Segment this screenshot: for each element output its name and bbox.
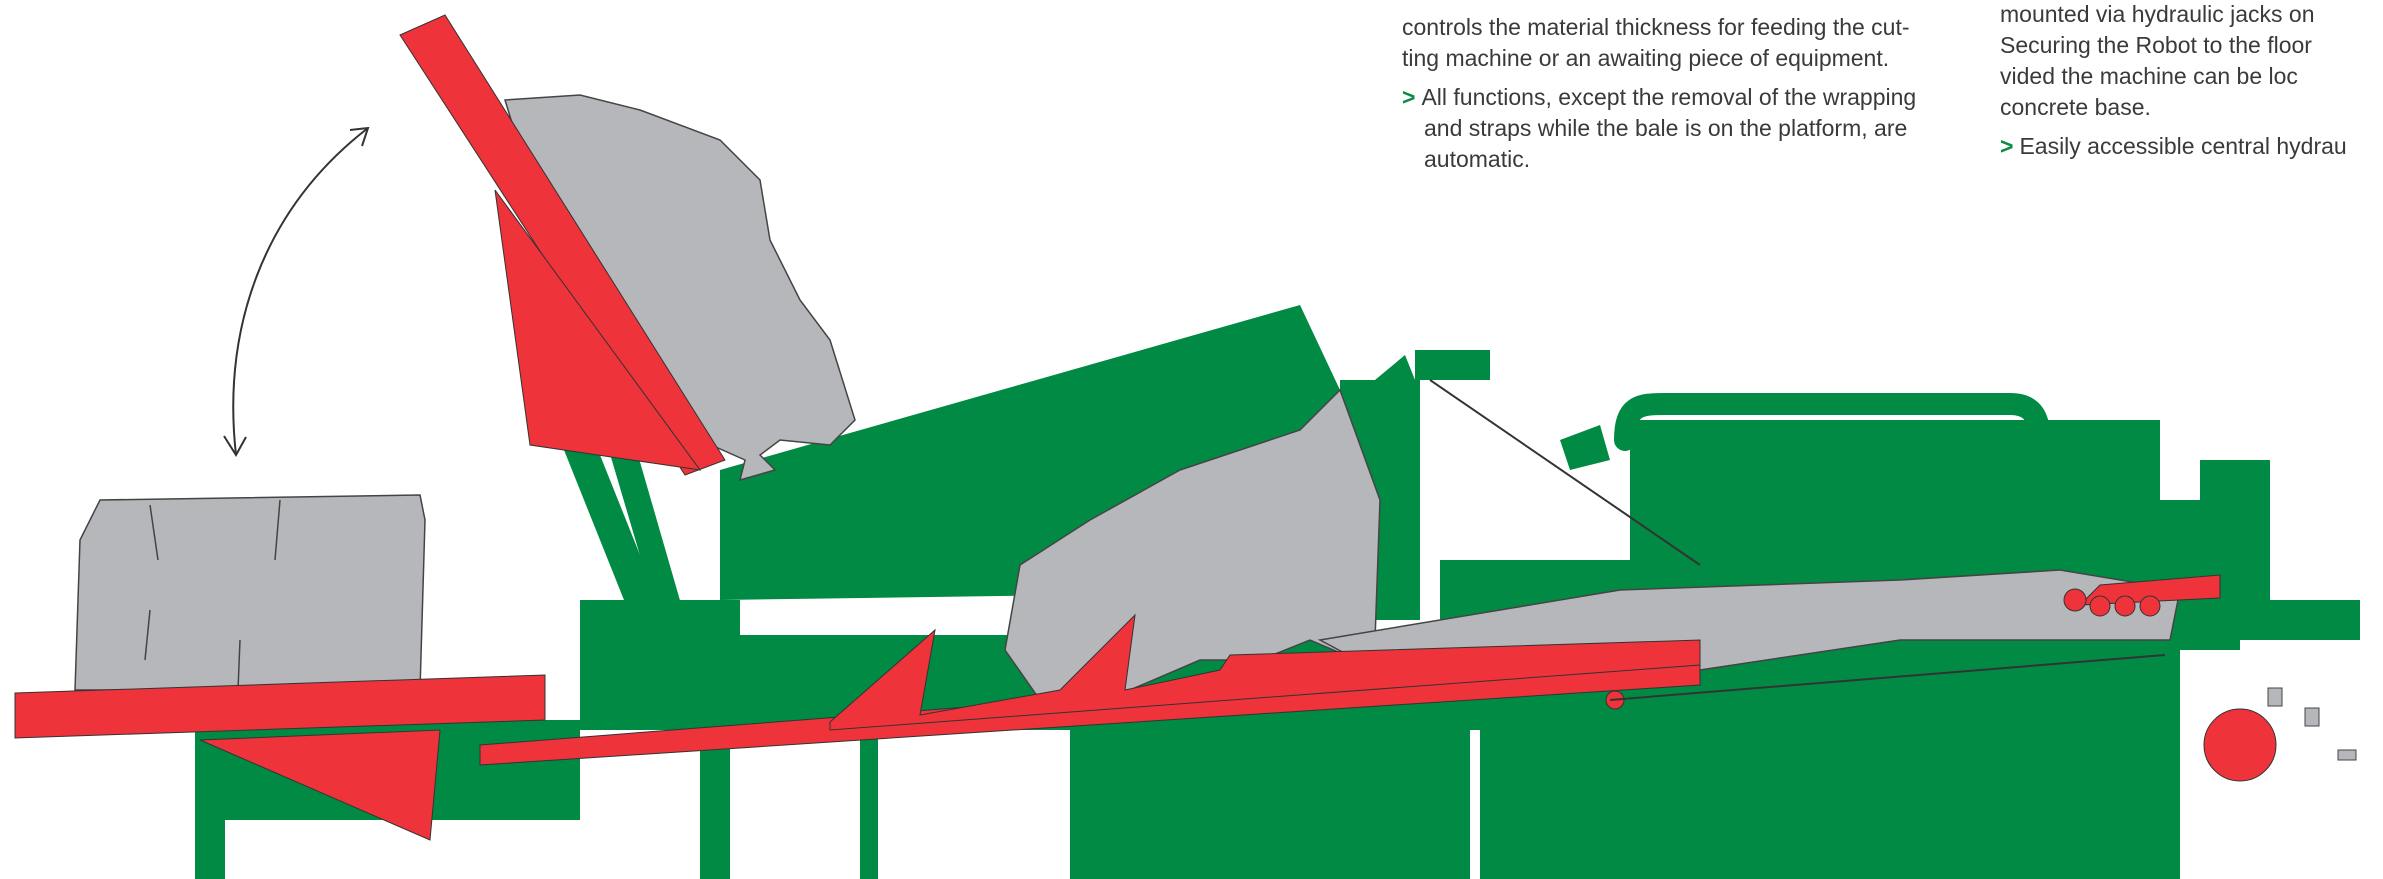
- bale-creases: [144, 499, 281, 691]
- text-line: Easily accessible central hydrau: [2019, 133, 2347, 159]
- text-line: automatic.: [1424, 146, 1531, 172]
- text-line: and straps while the bale is on the plat…: [1424, 115, 1908, 141]
- text-line: Securing the Robot to the floor: [2000, 32, 2312, 58]
- text-line: controls the material thickness for feed…: [1402, 14, 1910, 40]
- text-line: mounted via hydraulic jacks on: [2000, 1, 2315, 27]
- upper-frame: [1614, 393, 2052, 571]
- text-line: concrete base.: [2000, 94, 2151, 120]
- text-line: All functions, except the removal of the…: [1421, 84, 1917, 110]
- double-headed-curved-arrow-icon: [223, 126, 370, 457]
- text-line: vided the machine can be loc: [2000, 63, 2298, 89]
- discharge-pieces: [2267, 687, 2357, 761]
- text-column-right: mounted via hydraulic jacks on Securing …: [2000, 0, 2383, 162]
- text-column-middle: controls the material thickness for feed…: [1402, 12, 1982, 175]
- red-components: [14, 14, 2277, 841]
- text-line: > All functions, except the removal of th…: [1402, 82, 1982, 113]
- bullet-marker: >: [1402, 84, 1416, 110]
- conveyor-chain: [1429, 379, 2166, 701]
- bullet-marker: >: [2000, 133, 2014, 159]
- press-arms: [560, 410, 1610, 640]
- text-line: ting machine or an awaiting piece of equ…: [1402, 45, 1890, 71]
